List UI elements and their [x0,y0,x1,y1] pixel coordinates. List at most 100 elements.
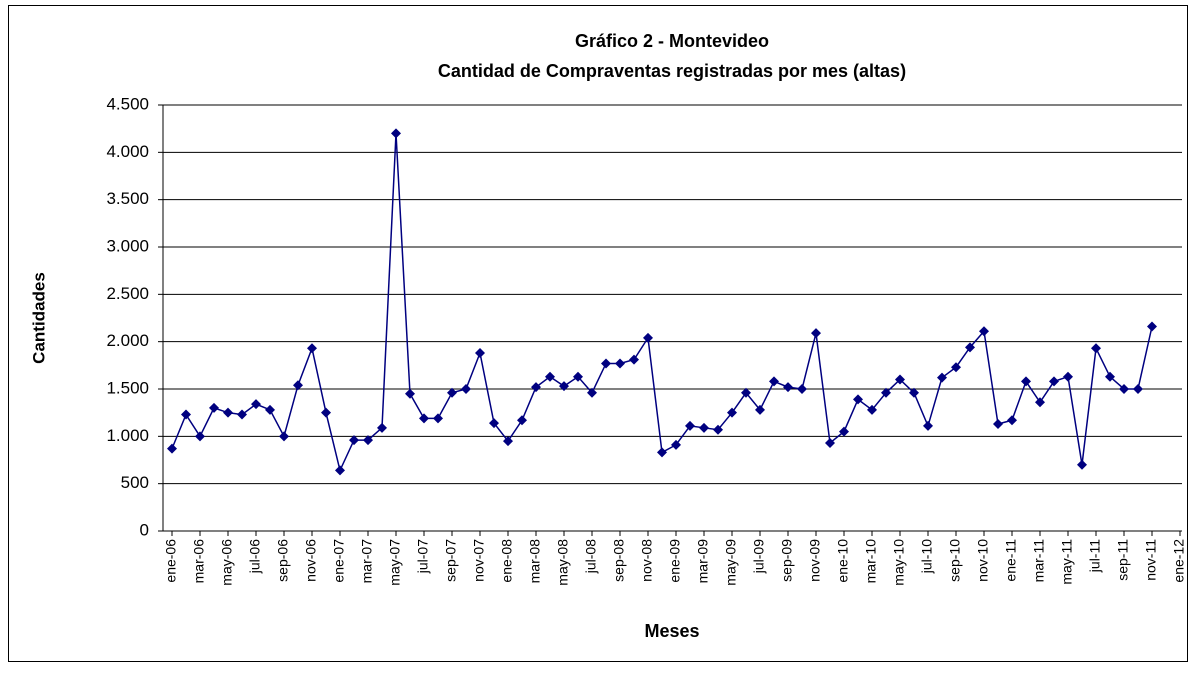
x-tick-label: sep-07 [443,539,459,582]
x-tick-label: mar-09 [695,539,711,584]
data-point [587,387,597,398]
x-tick-label: nov-09 [807,539,823,582]
data-point [293,380,303,391]
data-point [265,404,275,415]
data-point [461,384,471,394]
y-tick-label: 3.500 [106,189,149,208]
x-tick-label: jul-06 [247,539,263,574]
x-tick-label: may-08 [555,539,571,586]
data-point [167,443,177,454]
x-tick-label: mar-08 [527,539,543,584]
data-point [853,394,863,405]
data-point [573,371,583,382]
data-point [979,326,989,337]
x-tick-label: mar-06 [191,539,207,584]
data-point [1049,376,1059,387]
data-point [685,420,695,431]
data-point [825,437,835,448]
x-tick-label: mar-11 [1031,539,1047,583]
data-point [881,387,891,398]
data-point [699,422,709,433]
x-tick-label: ene-11 [1003,539,1019,582]
chart-frame [8,5,1188,662]
y-tick-label: 2.000 [106,331,149,350]
data-point [965,342,975,353]
data-point [629,354,639,365]
data-point [363,435,373,446]
data-point [1119,384,1129,394]
data-point [1007,415,1017,426]
data-point [657,447,667,458]
x-tick-label: nov-11 [1143,539,1159,581]
x-tick-label: sep-09 [779,539,795,582]
data-point [923,420,933,431]
data-point [867,404,877,415]
data-point [545,371,555,382]
chart-title: Gráfico 2 - Montevideo [575,31,769,51]
x-tick-label: may-09 [723,539,739,586]
x-tick-label: ene-09 [667,539,683,583]
data-point [1021,376,1031,387]
x-tick-label: nov-08 [639,539,655,582]
data-point [601,358,611,369]
data-point [237,409,247,420]
y-tick-label: 2.500 [106,284,149,303]
data-point [209,402,219,413]
data-point [783,382,793,393]
x-tick-label: jul-10 [919,539,935,574]
chart-subtitle: Cantidad de Compraventas registradas por… [438,61,906,81]
data-point [839,426,849,437]
data-point [727,407,737,418]
data-point [811,328,821,339]
data-point [909,387,919,398]
x-tick-label: nov-06 [303,539,319,582]
data-point [517,415,527,426]
y-tick-label: 1.000 [106,426,149,445]
data-point [335,465,345,476]
x-tick-label: may-07 [387,539,403,586]
data-point [349,435,359,446]
x-tick-label: jul-07 [415,539,431,574]
data-point [391,128,401,139]
x-tick-label: ene-12 [1171,539,1187,583]
data-point [937,372,947,383]
data-point [951,362,961,373]
y-tick-label: 4.000 [106,142,149,161]
data-point [223,407,233,418]
x-tick-label: mar-07 [359,539,375,584]
y-axis-title: Cantidades [29,272,48,364]
data-point [1105,371,1115,382]
data-point [475,348,485,359]
data-point [741,387,751,398]
x-tick-label: sep-06 [275,539,291,582]
data-point [251,399,261,410]
data-point [1091,343,1101,354]
x-tick-label: ene-07 [331,539,347,583]
data-point [307,343,317,354]
x-tick-label: nov-07 [471,539,487,582]
data-point [279,431,289,442]
x-tick-label: sep-08 [611,539,627,582]
data-point [531,382,541,393]
data-point [1133,384,1143,394]
y-tick-label: 1.500 [106,378,149,397]
data-point [433,413,443,424]
data-point [755,404,765,415]
data-point [1077,459,1087,470]
data-point [559,381,569,392]
data-point [489,418,499,429]
x-axis-title: Meses [644,621,699,641]
x-tick-label: jul-08 [583,539,599,574]
data-point [797,384,807,394]
data-point [895,374,905,385]
data-point [1035,397,1045,408]
x-tick-label: ene-06 [163,539,179,583]
data-point [643,332,653,343]
y-tick-label: 500 [121,473,149,492]
x-tick-label: jul-09 [751,539,767,574]
data-point [615,358,625,369]
data-point [993,419,1003,430]
data-point [405,388,415,399]
data-point [321,407,331,418]
